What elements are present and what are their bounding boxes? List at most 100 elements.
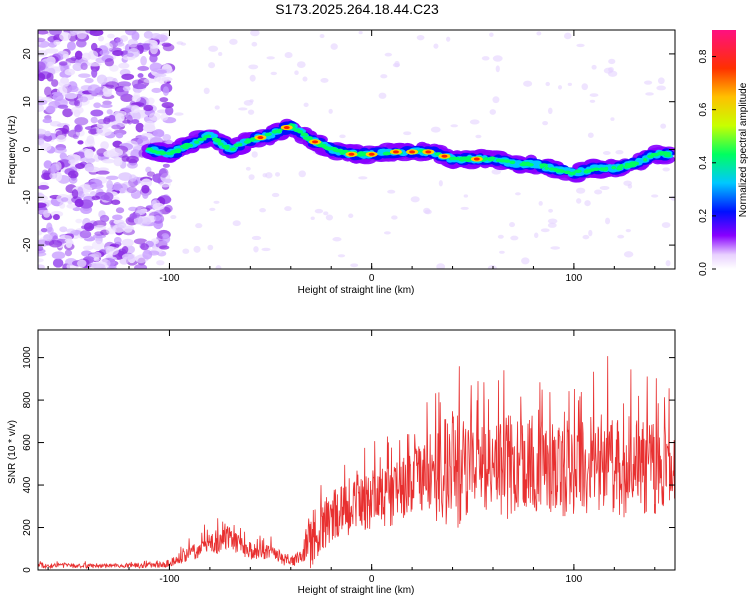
noise-blob	[160, 113, 169, 121]
noise-blob	[148, 250, 160, 256]
noise-blob	[514, 192, 521, 196]
noise-blob	[52, 258, 64, 268]
noise-blob	[584, 200, 591, 207]
noise-blob	[122, 85, 131, 92]
noise-blob	[358, 176, 368, 180]
noise-blob	[74, 124, 83, 133]
noise-blob	[142, 123, 156, 133]
noise-blob	[93, 225, 107, 231]
noise-blob	[75, 218, 83, 224]
noise-blob	[266, 56, 275, 60]
noise-blob	[111, 199, 121, 205]
noise-blob	[66, 194, 74, 199]
noise-blob	[143, 30, 153, 39]
x-tick-label: 0	[369, 273, 375, 284]
noise-blob	[582, 234, 590, 240]
y-tick-label: 0	[22, 567, 33, 573]
noise-blob	[146, 171, 155, 177]
noise-blob	[350, 263, 359, 268]
noise-blob	[337, 254, 346, 258]
noise-blob	[80, 62, 88, 71]
noise-blob	[303, 102, 309, 108]
noise-blob	[156, 260, 165, 266]
noise-blob	[56, 134, 67, 143]
noise-blob	[109, 148, 124, 157]
noise-blob	[608, 58, 616, 65]
colorbar: 0.0 0.2 0.4 0.6 0.8 Normalized spectral ampl…	[698, 30, 749, 276]
x-tick-label: -100	[159, 273, 179, 284]
noise-blob	[156, 69, 168, 74]
noise-blob	[481, 56, 490, 61]
noise-blob	[623, 251, 634, 258]
noise-blob	[604, 217, 611, 225]
noise-blob	[152, 202, 165, 211]
ridge-cell	[186, 143, 194, 148]
noise-blob	[491, 169, 502, 175]
noise-blob	[209, 207, 216, 212]
ridge-cell	[383, 151, 390, 156]
noise-blob	[137, 65, 150, 72]
noise-blob	[265, 172, 273, 179]
ridge-cell	[541, 163, 549, 167]
ridge-cell	[193, 140, 200, 144]
ridge-cell	[155, 150, 161, 155]
noise-blob	[111, 124, 121, 130]
noise-blob	[55, 171, 63, 182]
noise-blob	[51, 79, 59, 87]
noise-blob	[248, 64, 259, 70]
noise-blob	[74, 117, 89, 126]
noise-blob	[332, 237, 342, 242]
ridge-cell	[159, 151, 167, 155]
noise-blob	[126, 186, 137, 194]
noise-blob	[660, 123, 667, 129]
noise-blob	[66, 203, 77, 209]
colorbar-gradient	[712, 30, 736, 269]
y-tick-label: 1000	[22, 346, 33, 369]
x-tick-label: -100	[159, 574, 179, 585]
noise-blob	[76, 30, 87, 40]
ridge-cell	[265, 132, 272, 137]
noise-blob	[72, 62, 83, 72]
noise-blob	[213, 200, 220, 204]
noise-blob	[125, 30, 137, 36]
noise-blob	[100, 103, 113, 109]
ridge-cell	[635, 157, 643, 163]
noise-blob	[251, 235, 262, 241]
noise-blob	[215, 265, 222, 269]
noise-blob	[460, 206, 469, 210]
noise-blob	[207, 244, 214, 251]
noise-blob	[387, 189, 396, 194]
noise-blob	[380, 74, 388, 79]
noise-blob	[358, 30, 363, 35]
x-tick-label: 0	[369, 574, 375, 585]
noise-blob	[113, 236, 122, 245]
ridge-cell	[175, 149, 182, 154]
noise-blob	[106, 266, 118, 269]
noise-blob	[259, 208, 267, 213]
noise-blob	[645, 92, 654, 96]
ridge-cell	[216, 138, 222, 142]
ridge-cell	[521, 161, 526, 165]
noise-blob	[61, 197, 69, 202]
noise-blob	[229, 38, 238, 45]
noise-blob	[576, 198, 582, 204]
colorbar-tick-label: 0.6	[698, 102, 709, 116]
noise-blob	[159, 97, 169, 103]
ridge-cell	[571, 171, 576, 175]
noise-blob	[423, 207, 431, 214]
ridge-cell	[574, 169, 582, 174]
noise-blob	[64, 68, 76, 76]
noise-blob	[105, 246, 119, 256]
noise-blob	[68, 176, 78, 184]
noise-blob	[617, 234, 625, 239]
noise-blob	[59, 202, 66, 209]
noise-blob	[410, 196, 420, 203]
y-tick-label: 800	[22, 391, 33, 408]
ridge-cell	[589, 168, 595, 172]
noise-blob	[238, 107, 248, 111]
noise-blob	[492, 55, 503, 62]
noise-blob	[154, 215, 162, 222]
noise-blob	[100, 141, 109, 150]
ridge-cell	[458, 158, 466, 162]
noise-blob	[38, 30, 49, 35]
